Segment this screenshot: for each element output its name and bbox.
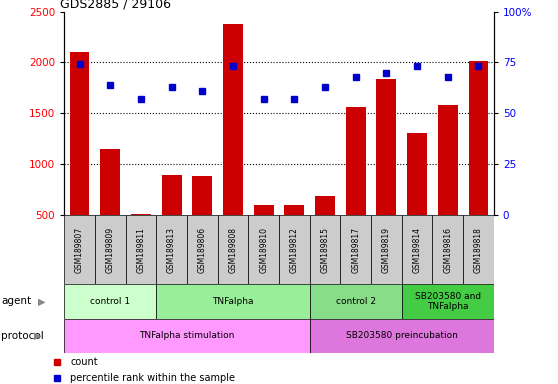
Bar [187,215,218,284]
Bar [248,215,279,284]
Text: agent: agent [1,296,31,306]
Bar [223,24,243,215]
Bar [64,319,310,353]
Text: GSM189808: GSM189808 [228,227,238,273]
Text: GSM189814: GSM189814 [412,227,422,273]
Text: GSM189811: GSM189811 [136,227,146,273]
Text: GSM189819: GSM189819 [382,227,391,273]
Bar [70,52,89,215]
Text: GSM189818: GSM189818 [474,227,483,273]
Bar [469,61,488,215]
Text: GSM189806: GSM189806 [198,227,207,273]
Bar [100,149,120,215]
Text: GDS2885 / 29106: GDS2885 / 29106 [60,0,171,10]
Bar [346,107,365,215]
Bar [64,215,95,284]
Bar [407,132,427,215]
Bar [432,215,463,284]
Bar [254,205,273,215]
Text: control 2: control 2 [336,297,376,306]
Bar [310,215,340,284]
Text: SB203580 and
TNFalpha: SB203580 and TNFalpha [415,292,481,311]
Bar [463,215,494,284]
Text: TNFalpha stimulation: TNFalpha stimulation [140,331,234,341]
Text: protocol: protocol [1,331,44,341]
Text: GSM189816: GSM189816 [443,227,453,273]
Text: GSM189813: GSM189813 [167,227,176,273]
Bar [377,79,396,215]
Text: GSM189809: GSM189809 [105,227,115,273]
Bar [193,176,212,215]
Bar [279,215,310,284]
Text: ▶: ▶ [38,296,45,306]
Bar [162,175,181,215]
Text: TNFalpha: TNFalpha [212,297,254,306]
Bar [340,215,371,284]
Text: GSM189812: GSM189812 [290,227,299,273]
Bar [156,284,310,319]
Text: count: count [70,358,98,367]
Bar [156,215,187,284]
Bar [95,215,126,284]
Text: SB203580 preincubation: SB203580 preincubation [346,331,458,341]
Text: control 1: control 1 [90,297,130,306]
Text: GSM189817: GSM189817 [351,227,360,273]
Bar [371,215,402,284]
Text: ▶: ▶ [33,331,41,341]
Text: percentile rank within the sample: percentile rank within the sample [70,373,235,383]
Text: GSM189810: GSM189810 [259,227,268,273]
Bar [438,105,458,215]
Bar [315,196,335,215]
Bar [285,205,304,215]
Text: GSM189807: GSM189807 [75,227,84,273]
Bar [310,319,494,353]
Bar [402,284,494,319]
Bar [218,215,248,284]
Bar [131,214,151,215]
Bar [126,215,156,284]
Bar [64,284,156,319]
Bar [310,284,402,319]
Text: GSM189815: GSM189815 [320,227,330,273]
Bar [402,215,432,284]
